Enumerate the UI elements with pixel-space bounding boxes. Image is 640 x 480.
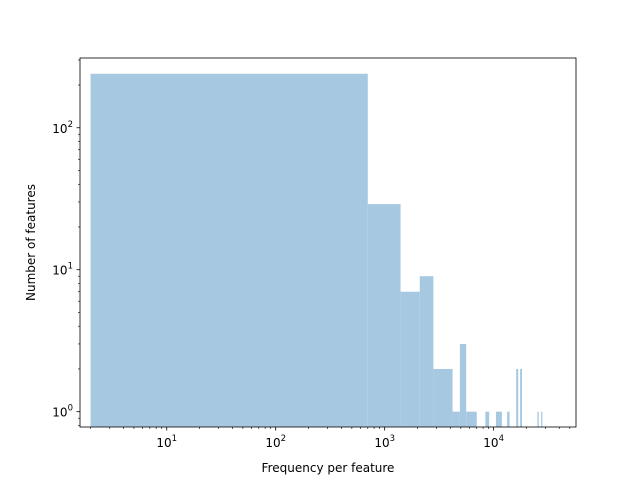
histogram-bar-5 <box>452 411 460 427</box>
histogram-bar-6 <box>459 343 467 427</box>
histogram-bar-4 <box>433 368 453 427</box>
y-axis-ticks: 100 101 102 <box>52 59 80 426</box>
histogram-bar-2 <box>400 291 420 427</box>
histogram-bar-13 <box>520 368 522 427</box>
y-axis-label: Number of features <box>24 184 38 301</box>
histogram-bar-15 <box>541 411 543 427</box>
y-tick-label: 102 <box>52 120 73 136</box>
x-tick-label: 103 <box>374 434 395 450</box>
histogram-bar-10 <box>499 411 502 427</box>
y-tick-label: 100 <box>52 404 73 420</box>
x-tick-label: 104 <box>483 434 504 450</box>
plot-frame <box>79 57 577 428</box>
histogram-bar-3 <box>419 276 434 427</box>
x-axis-label: Frequency per feature <box>262 461 395 475</box>
histogram-bar-1 <box>367 204 401 427</box>
histogram-bar-12 <box>516 368 519 427</box>
y-tick-label: 101 <box>52 262 73 278</box>
histogram-bar-8 <box>485 411 490 427</box>
histogram-bar-0 <box>90 73 368 427</box>
x-axis-ticks: 101 102 103 104 <box>90 427 571 450</box>
x-tick-label: 102 <box>265 434 286 450</box>
histogram-bar-9 <box>495 411 499 427</box>
histogram-bar-7 <box>466 411 477 427</box>
x-tick-label: 101 <box>156 434 177 450</box>
histogram-bar-14 <box>537 411 539 427</box>
histogram-bar-11 <box>507 411 510 427</box>
bars-group <box>90 73 543 427</box>
